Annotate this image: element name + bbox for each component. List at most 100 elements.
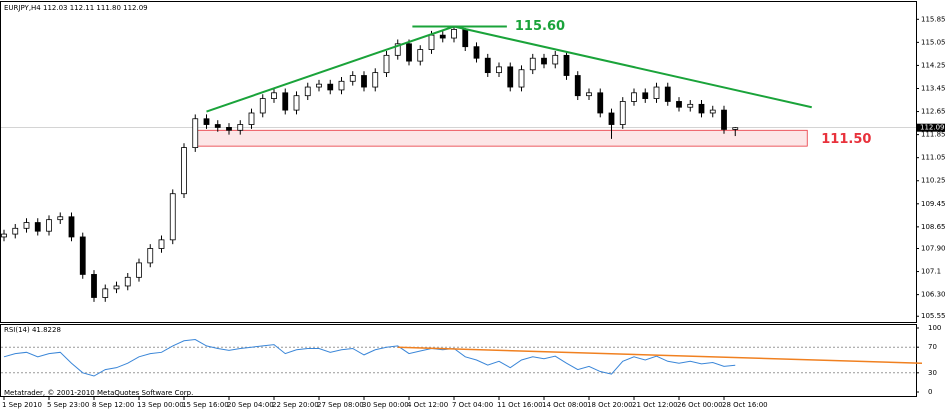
x-tick-label: 28 Oct 16:00 <box>722 401 768 409</box>
candle-body <box>1 233 7 238</box>
candle-body <box>451 28 457 39</box>
candle-body <box>383 54 390 74</box>
candle-body <box>102 288 109 298</box>
rsi-tick-label: 30 <box>928 369 937 377</box>
candle-body <box>732 127 739 130</box>
candle-body <box>237 124 244 131</box>
candle-body <box>529 57 536 71</box>
candle-body <box>214 124 221 128</box>
candle-body <box>698 103 705 114</box>
candle-body <box>327 83 334 91</box>
x-tick-label: 22 Sep 20:00 <box>272 401 319 409</box>
candle-body <box>282 92 289 111</box>
rsi-line <box>3 339 736 377</box>
y-tick-label: 113.45 <box>921 84 946 92</box>
candle-body <box>34 222 41 232</box>
y-tick-label: 106.30 <box>921 291 946 299</box>
current-price-label: 112.09 <box>920 124 945 132</box>
candle-body <box>12 227 19 235</box>
rsi-trendline <box>397 346 923 364</box>
candle-body <box>203 118 210 125</box>
candle-body <box>518 69 525 88</box>
x-tick-label: 15 Sep 16:00 <box>182 401 229 409</box>
candle-body <box>192 118 199 148</box>
candle-body <box>91 274 97 298</box>
main-frame <box>0 1 917 323</box>
candle-body <box>293 95 300 111</box>
candle-body <box>158 239 165 249</box>
candle-body <box>406 43 412 62</box>
candle-body <box>496 66 502 74</box>
y-tick-label: 108.65 <box>921 223 946 231</box>
candle-body <box>563 54 570 76</box>
candle-body <box>462 28 469 48</box>
candle-body <box>361 75 367 88</box>
candle-body <box>619 101 626 125</box>
annotation: 111.50 <box>821 132 871 147</box>
annotation: 115.60 <box>515 19 565 34</box>
candle-body <box>631 92 637 102</box>
candle-body <box>23 222 30 229</box>
candle-body <box>642 92 649 99</box>
candle-body <box>541 57 547 65</box>
y-tick-label: 107.1 <box>921 268 941 276</box>
x-tick-label: 14 Oct 08:00 <box>542 401 588 409</box>
candle-body <box>653 86 660 99</box>
trendline <box>206 25 455 113</box>
candle-body <box>439 34 446 39</box>
footer: Metatrader, © 2001-2010 MetaQuotes Softw… <box>4 389 193 397</box>
trendline <box>453 25 812 109</box>
y-tick-label: 107.90 <box>921 244 946 252</box>
candle-body <box>181 147 187 195</box>
x-tick-label: 20 Sep 04:00 <box>227 401 274 409</box>
x-tick-label: 21 Oct 12:00 <box>632 401 678 409</box>
candle-body <box>259 98 266 114</box>
candle-body <box>507 66 514 88</box>
candle-body <box>574 75 581 97</box>
y-tick-label: 111.05 <box>921 154 946 162</box>
candle-body <box>169 193 176 241</box>
x-tick-label: 30 Sep 00:00 <box>362 401 409 409</box>
candle-body <box>709 109 716 114</box>
candle-body <box>721 109 727 130</box>
candle-body <box>597 92 604 114</box>
x-tick-label: 27 Sep 08:00 <box>317 401 364 409</box>
y-tick-label: 112.65 <box>921 108 946 116</box>
x-tick-label: 1 Sep 2010 <box>2 401 42 409</box>
candle-body <box>473 46 480 59</box>
current-price-box <box>917 123 945 132</box>
candle-body <box>428 34 435 50</box>
candle-body <box>586 92 592 97</box>
rsi-frame <box>0 324 917 397</box>
candle-body <box>147 248 154 264</box>
rsi-tick-label: 100 <box>928 324 941 332</box>
candle-body <box>304 86 311 97</box>
candle-body <box>687 103 694 108</box>
chart-title: EURJPY,H4 112.03 112.11 111.80 112.09 <box>4 4 148 12</box>
candle-body <box>552 54 559 65</box>
candle-body <box>226 127 232 131</box>
x-tick-label: 26 Oct 00:00 <box>677 401 723 409</box>
candle-body <box>68 216 75 238</box>
candle-body <box>608 112 615 125</box>
rsi-tick-label: 70 <box>928 343 937 351</box>
y-tick-label: 115.85 <box>921 15 946 23</box>
x-tick-label: 11 Oct 16:00 <box>497 401 543 409</box>
candle-body <box>57 216 64 221</box>
x-tick-label: 7 Oct 04:00 <box>452 401 493 409</box>
candle-body <box>271 92 277 99</box>
candle-body <box>394 43 401 56</box>
x-tick-label: 18 Oct 20:00 <box>587 401 633 409</box>
candle-body <box>484 57 491 74</box>
y-tick-label: 110.25 <box>921 177 946 185</box>
x-tick-label: 5 Sep 23:00 <box>47 401 89 409</box>
x-tick-label: 4 Oct 12:00 <box>407 401 448 409</box>
candle-body <box>248 112 255 125</box>
y-tick-label: 105.55 <box>921 312 946 320</box>
candle-body <box>79 236 86 275</box>
candle-body <box>664 86 671 102</box>
candle-body <box>676 101 682 108</box>
rsi-label: RSI(14) 41.8228 <box>4 326 61 334</box>
